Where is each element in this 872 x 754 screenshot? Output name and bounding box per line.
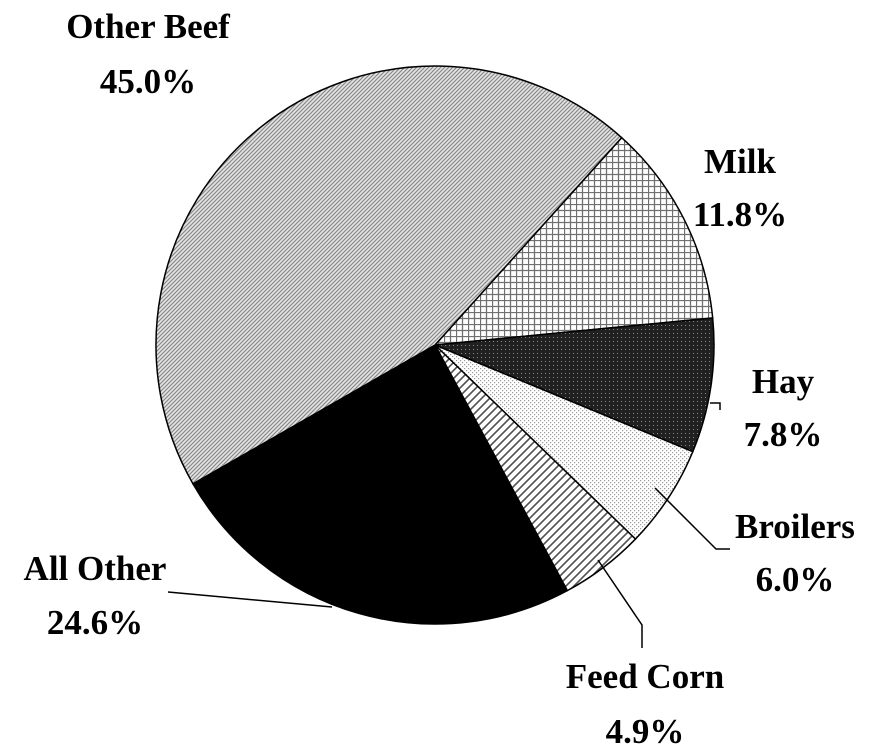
pie-slice [433, 136, 714, 346]
pie-slice [434, 317, 715, 453]
slice-label: Other Beef [66, 7, 230, 46]
slice-value-label: 7.8% [744, 415, 823, 454]
leader-line [710, 402, 721, 410]
slice-label: All Other [24, 549, 167, 588]
leader-line [597, 559, 643, 648]
leader-lines [167, 402, 730, 648]
slice-value-label: 4.9% [606, 712, 685, 749]
slice-value-label: 6.0% [756, 560, 835, 599]
slice-value-label: 45.0% [100, 62, 196, 101]
slice-value-label: 11.8% [693, 195, 787, 234]
slice-label: Milk [704, 142, 776, 181]
labels: Milk 11.8% Hay 7.8% Broilers 6.0% Feed Corn 4.9… [24, 7, 855, 751]
slice-label: Hay [752, 362, 815, 401]
leader-line [654, 487, 730, 550]
slice-label: Feed Corn [566, 657, 724, 696]
pie [155, 65, 715, 625]
leader-line [167, 591, 333, 608]
pie-slice [155, 65, 623, 485]
pie-slice [191, 343, 569, 625]
slice-label: Broilers [735, 507, 855, 546]
slice-value-label: 24.6% [47, 603, 143, 642]
